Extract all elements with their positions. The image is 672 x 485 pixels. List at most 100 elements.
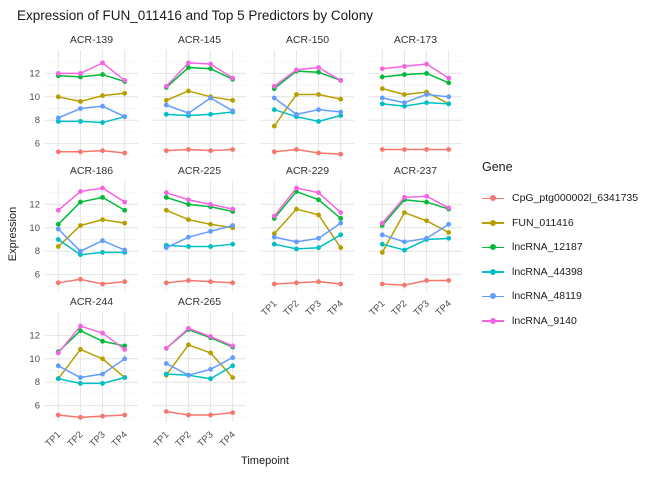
series-line xyxy=(165,279,234,284)
data-point xyxy=(424,235,429,241)
series-line xyxy=(57,149,126,154)
series-line xyxy=(57,325,126,354)
data-point xyxy=(186,88,191,94)
data-point xyxy=(379,86,385,92)
data-point xyxy=(55,412,61,418)
data-point xyxy=(446,80,452,86)
y-tick-label: 8 xyxy=(35,246,40,257)
data-point xyxy=(78,414,83,420)
data-point xyxy=(163,207,169,213)
data-point xyxy=(271,241,277,247)
x-tick-label: TP2 xyxy=(65,429,85,449)
series-line xyxy=(273,234,342,250)
x-tick-label: TP3 xyxy=(304,298,324,318)
series-line xyxy=(165,62,234,88)
data-point xyxy=(316,92,321,97)
data-point xyxy=(316,212,321,218)
facet-panel: ACR-173 xyxy=(369,34,462,160)
data-point xyxy=(186,342,191,348)
legend-key-icon xyxy=(482,316,504,326)
data-point xyxy=(316,150,321,156)
legend-entries: CpG_ptg000002l_6341735 FUN_011416 lncRNA_1… xyxy=(482,186,638,333)
series-line xyxy=(57,218,126,248)
data-point xyxy=(122,247,128,253)
data-point xyxy=(163,148,169,154)
data-point xyxy=(163,190,169,196)
data-point xyxy=(338,232,344,238)
data-point xyxy=(446,94,452,100)
data-point xyxy=(163,361,169,366)
data-point xyxy=(424,71,429,76)
data-point xyxy=(100,413,105,419)
data-point xyxy=(163,371,169,377)
x-tick-label: TP4 xyxy=(218,429,238,449)
data-point xyxy=(271,83,277,89)
series-line xyxy=(273,93,342,127)
data-point xyxy=(230,343,236,349)
y-tick-label: 12 xyxy=(29,199,40,210)
data-point xyxy=(402,247,407,253)
facet-panel: ACR-265 TP1 TP2 TP3 TP4 xyxy=(151,296,246,449)
data-point xyxy=(78,71,83,76)
data-point xyxy=(122,207,128,213)
series-line xyxy=(57,358,126,379)
y-tick-label: 8 xyxy=(35,377,40,388)
data-point xyxy=(338,245,344,251)
legend-key-icon xyxy=(482,291,504,301)
data-point xyxy=(100,60,105,66)
legend-entry: FUN_011416 xyxy=(482,211,638,236)
data-point xyxy=(271,123,277,129)
series-line xyxy=(165,66,234,89)
data-point xyxy=(100,371,105,377)
data-point xyxy=(122,220,128,226)
series-line xyxy=(165,111,234,117)
data-point xyxy=(100,249,105,255)
data-point xyxy=(402,147,407,152)
data-point xyxy=(446,235,452,241)
data-point xyxy=(100,380,105,386)
data-point xyxy=(446,278,452,283)
series-line xyxy=(381,101,450,107)
x-tick-label: TP1 xyxy=(151,429,171,449)
data-point xyxy=(122,375,128,380)
facet-strip-label: ACR-139 xyxy=(70,34,113,46)
data-point xyxy=(379,66,385,72)
data-point xyxy=(208,412,213,418)
series-line xyxy=(165,410,234,416)
series-line xyxy=(273,97,342,116)
data-point xyxy=(402,282,407,288)
data-point xyxy=(100,330,105,336)
data-point xyxy=(379,232,385,238)
data-point xyxy=(78,74,83,80)
data-point xyxy=(271,281,277,287)
data-point xyxy=(316,107,321,113)
data-point xyxy=(424,92,429,97)
x-tick-label: TP1 xyxy=(259,298,279,318)
series-line xyxy=(57,187,126,212)
data-point xyxy=(446,101,452,107)
series-line xyxy=(165,344,234,379)
data-point xyxy=(55,350,61,356)
data-point xyxy=(55,118,61,124)
data-point xyxy=(402,63,407,69)
data-point xyxy=(163,409,169,414)
data-point xyxy=(271,213,277,219)
series-line xyxy=(381,72,450,84)
data-point xyxy=(338,216,344,221)
series-line xyxy=(381,198,450,227)
data-point xyxy=(271,231,277,237)
facet-strip-label: ACR-150 xyxy=(286,34,329,46)
data-point xyxy=(338,151,344,157)
facet-strip-label: ACR-225 xyxy=(178,165,221,177)
x-tick-label: TP3 xyxy=(88,429,108,449)
data-point xyxy=(55,115,61,121)
y-tick-label: 8 xyxy=(35,115,40,126)
data-point xyxy=(338,281,344,287)
data-point xyxy=(379,249,385,255)
series-line xyxy=(57,62,126,82)
data-point xyxy=(294,280,299,286)
data-point xyxy=(316,245,321,251)
series-line xyxy=(165,209,234,229)
